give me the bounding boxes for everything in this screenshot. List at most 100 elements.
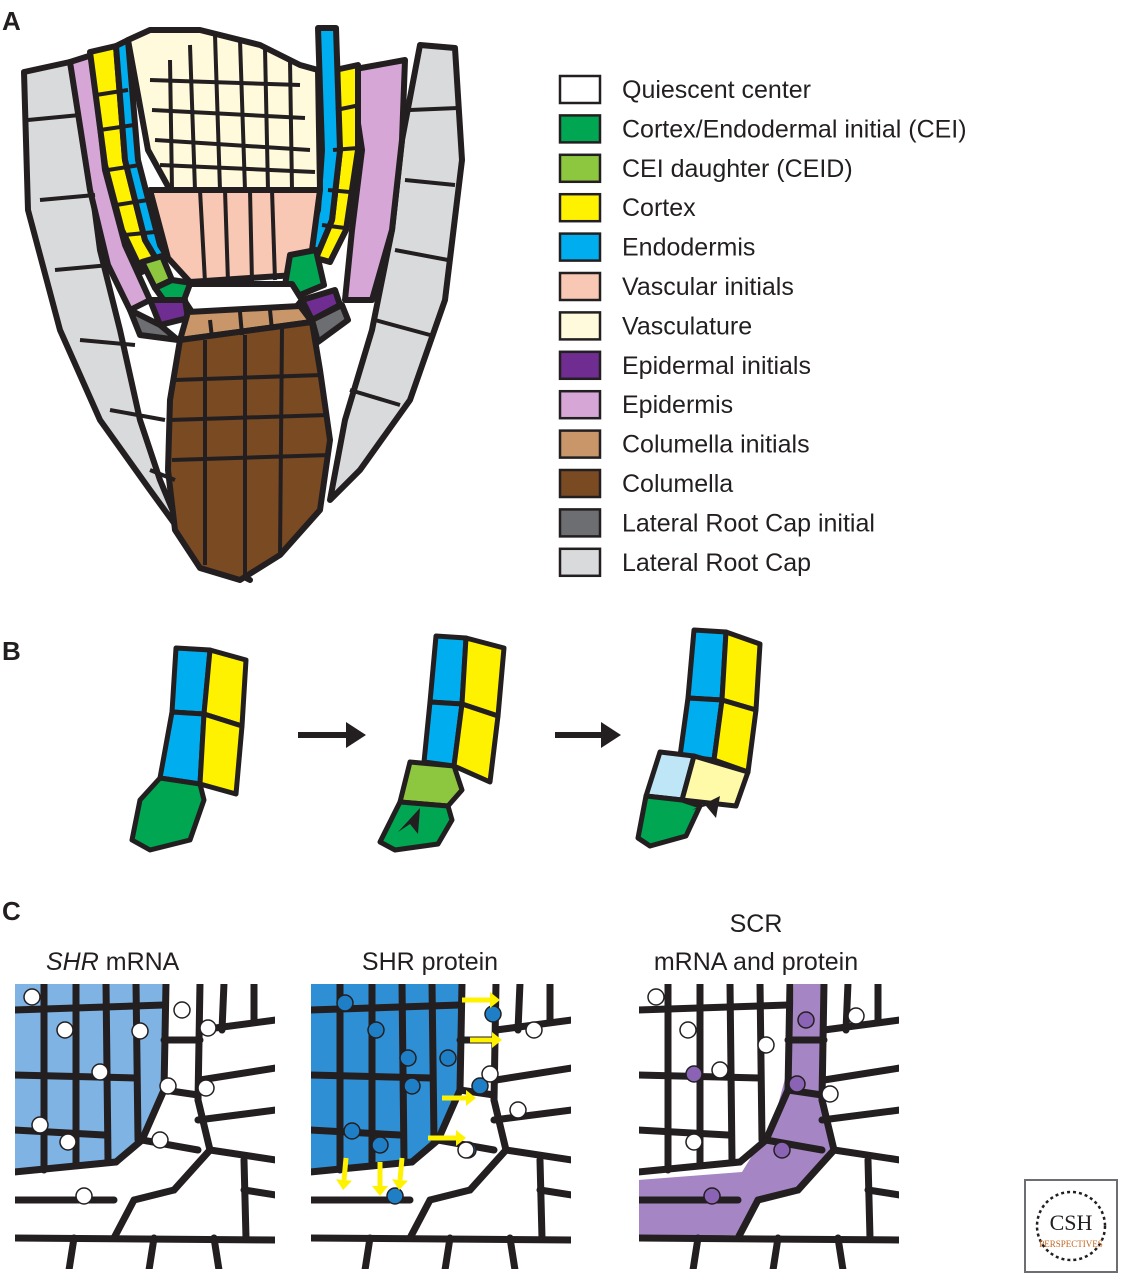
- movement-arrow-icon: [392, 1157, 408, 1190]
- epidermis-swatch: [558, 389, 602, 420]
- lrc-initial-swatch: [558, 508, 602, 538]
- stage1-endodermis-lower: [157, 709, 207, 787]
- nucleus: [679, 1021, 697, 1039]
- lrc-swatch: [558, 547, 602, 578]
- movement-arrow-icon: [442, 1090, 476, 1106]
- shr-mrna-tissue: [14, 983, 276, 1270]
- nucleus-purple: [797, 1011, 815, 1029]
- vascular-initials-swatch: [558, 271, 602, 302]
- nucleus-blue: [403, 1077, 421, 1095]
- cei-division-stage-2: [377, 633, 507, 853]
- legend-label: Lateral Root Cap: [622, 549, 811, 577]
- nucleus: [199, 1019, 217, 1037]
- nucleus: [711, 1061, 729, 1079]
- nucleus-blue: [386, 1187, 404, 1205]
- stage1-cortex-lower: [197, 711, 245, 797]
- stage2-cortex-lower: [451, 701, 501, 785]
- cortex-swatch: [558, 192, 602, 223]
- endodermis-expression: [638, 983, 834, 1238]
- nucleus-blue: [484, 1005, 502, 1023]
- movement-arrow-icon: [470, 1032, 502, 1048]
- endodermis-swatch: [558, 232, 602, 262]
- nucleus: [173, 1001, 191, 1019]
- legend-label: Columella: [622, 470, 733, 498]
- nucleus-blue: [336, 994, 354, 1012]
- shr-mrna-title-italic: SHR: [46, 948, 99, 976]
- nucleus-blue: [343, 1122, 361, 1140]
- shr-mrna-title: SHR mRNA: [46, 948, 180, 976]
- legend-label: CEI daughter (CEID): [622, 155, 853, 183]
- vasculature: [125, 27, 323, 193]
- nucleus: [23, 988, 41, 1006]
- quiescent-center-swatch: [558, 74, 602, 105]
- nucleus-purple: [703, 1187, 721, 1205]
- cei-swatch: [558, 114, 602, 144]
- legend-label: Quiescent center: [622, 76, 811, 104]
- legend-label: Vascular initials: [622, 273, 794, 301]
- movement-arrow-icon: [462, 992, 500, 1008]
- epidermal-initials-swatch: [558, 350, 602, 381]
- shr-mrna-title-rest: mRNA: [99, 948, 180, 976]
- nucleus-blue: [371, 1136, 389, 1154]
- stage3-division-arrowhead: [692, 796, 720, 818]
- nucleus: [159, 1077, 177, 1095]
- root-cell-walls: [27, 34, 459, 580]
- logo-line2: PERSPECTIVES: [1039, 1239, 1103, 1249]
- shr-protein-title: SHR protein: [362, 948, 498, 976]
- nucleus-blue: [439, 1049, 457, 1067]
- stage3-cei: [635, 793, 703, 849]
- nucleus-purple: [773, 1141, 791, 1159]
- vasculature-swatch: [558, 311, 602, 341]
- columella-swatch: [558, 468, 602, 499]
- legend: Quiescent center Cortex/Endodermal initia…: [558, 74, 967, 578]
- legend-label: Columella initials: [622, 431, 810, 459]
- nucleus: [509, 1101, 527, 1119]
- columella: [165, 319, 333, 583]
- logo-dna-ring-icon: [1035, 1190, 1107, 1262]
- scr-title-line2: mRNA and protein: [654, 948, 858, 976]
- panel-c-label: C: [2, 896, 21, 926]
- nucleus: [821, 1085, 839, 1103]
- movement-arrow-icon: [428, 1130, 466, 1146]
- nucleus: [525, 1021, 543, 1039]
- ceid-swatch: [558, 153, 602, 184]
- shr-protein-tissue: [310, 983, 572, 1270]
- nucleus: [91, 1063, 109, 1081]
- nucleus: [59, 1133, 77, 1151]
- nucleus: [131, 1022, 149, 1040]
- stage1-cei: [129, 775, 207, 853]
- legend-label: Cortex/Endodermal initial (CEI): [622, 115, 967, 143]
- shr-movement-arrows: [336, 992, 502, 1196]
- panel-a-label: A: [2, 6, 21, 36]
- nucleus-blue: [399, 1049, 417, 1067]
- nucleus: [647, 988, 665, 1006]
- logo-line1: CSH: [1050, 1210, 1093, 1235]
- nucleus: [31, 1116, 49, 1134]
- legend-label: Epidermis: [622, 391, 733, 419]
- scr-title-line1: SCR: [730, 910, 783, 938]
- panel-b-label: B: [2, 636, 21, 666]
- nucleus: [151, 1131, 169, 1149]
- nucleus-blue: [367, 1021, 385, 1039]
- legend-label: Epidermal initials: [622, 352, 811, 380]
- arrow-b-2: [555, 722, 621, 748]
- scr-tissue: [638, 983, 900, 1270]
- stage3-ceid-cortex: [679, 753, 751, 809]
- nucleus: [685, 1133, 703, 1151]
- legend-label: Cortex: [622, 194, 696, 222]
- legend-label: Vasculature: [622, 312, 752, 340]
- csh-perspectives-logo: CSH PERSPECTIVES: [1024, 1179, 1118, 1273]
- legend-label: Endodermis: [622, 234, 755, 262]
- movement-arrow-icon: [336, 1157, 352, 1190]
- nucleus: [75, 1187, 93, 1205]
- cei-division-stage-1: [129, 645, 249, 853]
- stage2-ceid: [397, 759, 465, 809]
- nucleus: [197, 1079, 215, 1097]
- root-tip-diagram: [21, 25, 465, 583]
- stage2-division-arrowhead: [398, 808, 420, 834]
- nucleus: [757, 1036, 775, 1054]
- legend-label: Lateral Root Cap initial: [622, 509, 875, 537]
- nucleus-purple: [788, 1075, 806, 1093]
- nucleus-purple: [685, 1065, 703, 1083]
